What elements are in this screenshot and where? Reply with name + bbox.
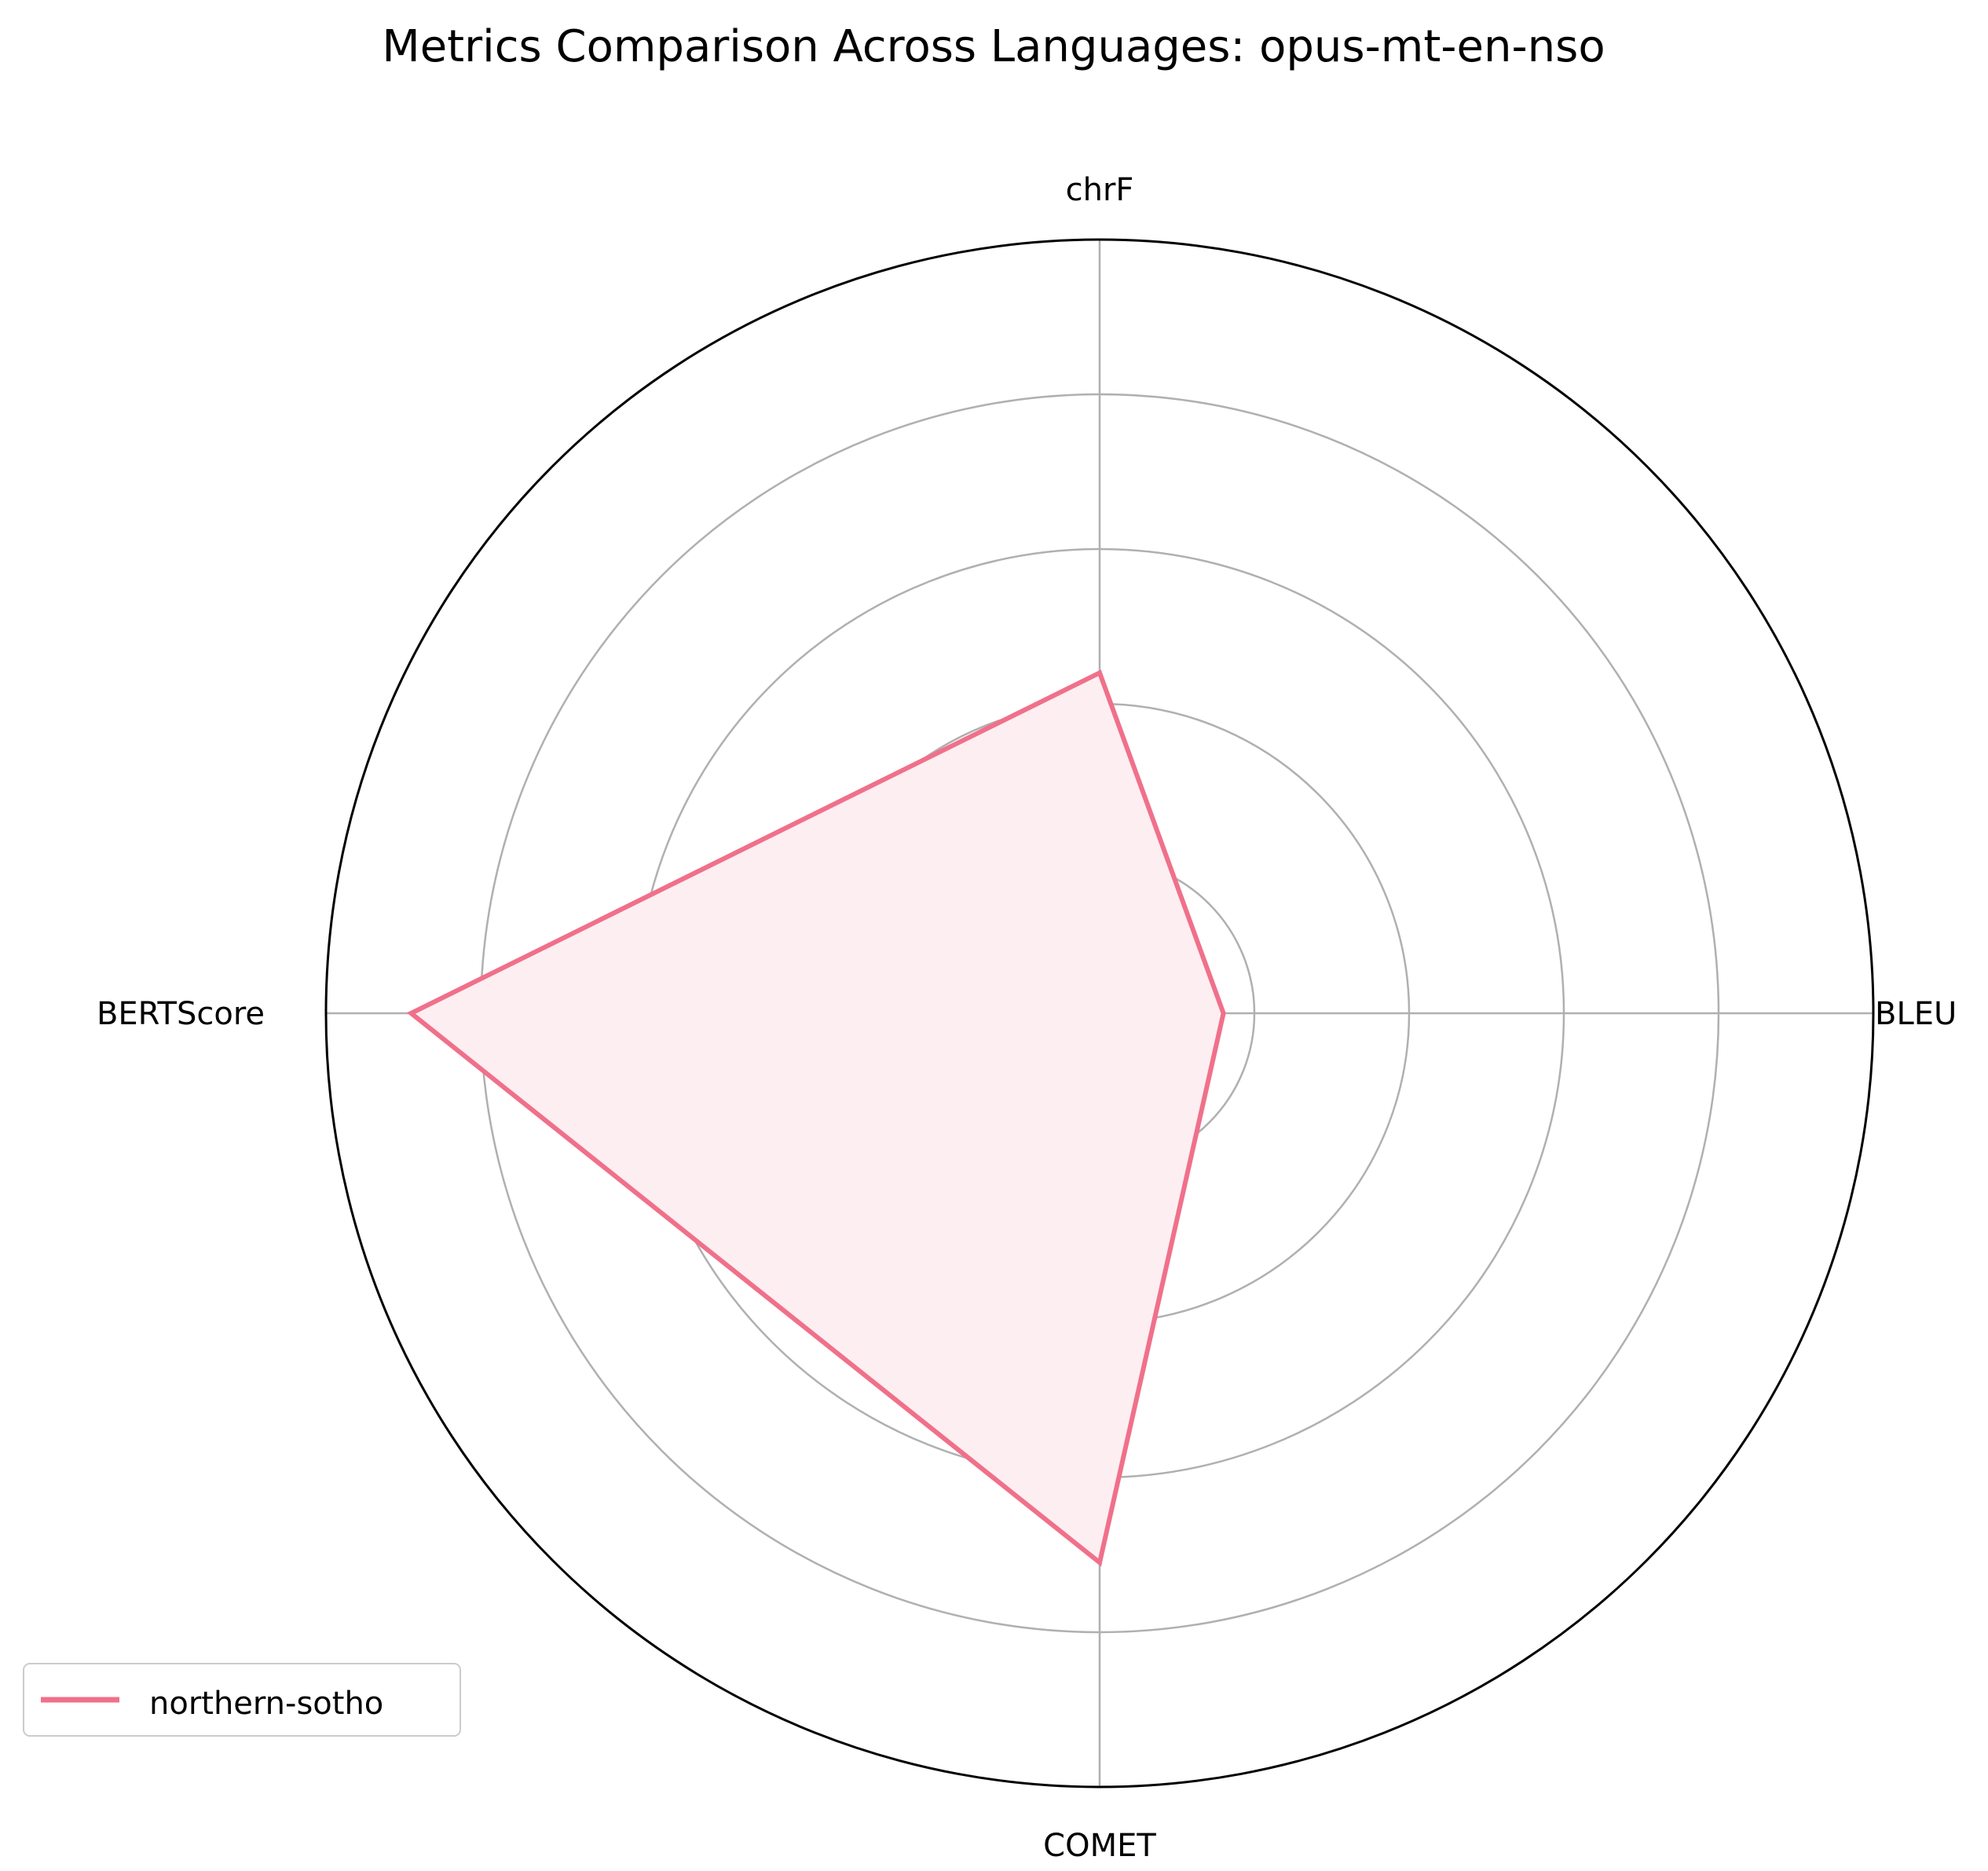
axis-labels: BLEU chrF BERTScore COMET bbox=[97, 172, 1957, 1864]
legend-box bbox=[23, 1663, 461, 1737]
legend-label-northern-sotho: northern-sotho bbox=[149, 1686, 383, 1722]
series-layer bbox=[406, 669, 1226, 1567]
legend: northern-sotho bbox=[23, 1663, 461, 1737]
axis-label-bleu: BLEU bbox=[1875, 996, 1957, 1032]
chart-title: Metrics Comparison Across Languages: opu… bbox=[382, 21, 1605, 72]
axis-label-comet: COMET bbox=[1043, 1828, 1156, 1864]
outer-ring bbox=[324, 238, 1875, 1789]
series-line-northern-sotho bbox=[406, 669, 1226, 1567]
axis-label-chrf: chrF bbox=[1066, 172, 1134, 208]
axis-label-bertscore: BERTScore bbox=[97, 996, 265, 1032]
series-area-northern-sotho bbox=[411, 672, 1224, 1563]
